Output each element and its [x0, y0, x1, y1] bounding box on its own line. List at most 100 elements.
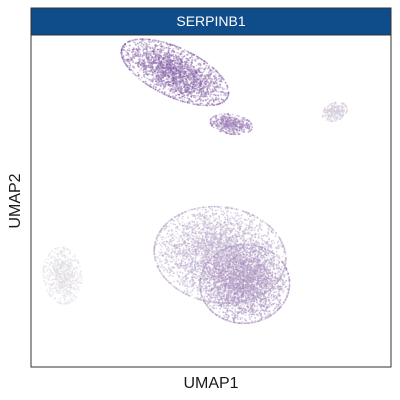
data-point [225, 120, 228, 123]
data-point [337, 104, 340, 107]
data-point [132, 41, 135, 44]
data-point [173, 56, 176, 58]
data-point [211, 103, 213, 106]
data-point [141, 45, 144, 48]
data-point [330, 120, 333, 123]
data-point [142, 51, 145, 54]
data-point [194, 281, 197, 284]
data-point [154, 88, 157, 91]
data-point [228, 116, 231, 119]
data-point [239, 125, 241, 128]
data-point [161, 80, 164, 83]
data-point [335, 118, 338, 120]
data-point [206, 88, 209, 91]
data-point [191, 274, 194, 277]
data-point [156, 262, 159, 265]
data-point [188, 52, 191, 55]
data-point [150, 62, 153, 64]
data-point [166, 232, 169, 235]
data-point [132, 72, 135, 75]
data-point [257, 237, 260, 240]
data-point [158, 59, 161, 61]
data-point [218, 215, 221, 218]
data-point [327, 116, 329, 119]
data-point [144, 70, 147, 73]
data-point [164, 61, 167, 64]
data-point [138, 51, 140, 54]
data-point [212, 121, 215, 124]
data-point [210, 78, 213, 80]
data-point [214, 114, 217, 117]
data-point [215, 89, 217, 92]
data-point [159, 73, 162, 76]
data-point [151, 70, 153, 73]
data-point [193, 236, 196, 239]
data-point [268, 228, 270, 231]
data-point [334, 118, 336, 121]
data-point [188, 62, 190, 64]
data-point [192, 103, 195, 105]
data-point [211, 120, 214, 122]
data-point [220, 94, 222, 96]
data-point [170, 79, 173, 82]
data-point [184, 65, 186, 68]
data-point [172, 72, 174, 75]
data-point [159, 76, 162, 78]
data-point [222, 122, 225, 125]
data-point [224, 94, 227, 97]
data-point [215, 119, 218, 122]
data-point [142, 71, 145, 74]
data-point [193, 221, 196, 223]
data-point [209, 88, 212, 91]
data-point [197, 92, 200, 94]
data-point [157, 68, 160, 71]
data-point [219, 83, 222, 86]
data-point [186, 285, 189, 288]
data-point [186, 277, 189, 280]
data-point [193, 96, 196, 99]
data-point [124, 62, 126, 64]
data-point [139, 41, 141, 44]
data-point [175, 94, 178, 97]
data-point [176, 64, 179, 66]
data-point [209, 69, 212, 72]
data-point [342, 111, 345, 114]
data-point [196, 88, 199, 91]
data-point [181, 55, 183, 58]
data-point [250, 128, 253, 131]
data-point [226, 129, 229, 132]
data-point [137, 74, 140, 77]
data-point [207, 98, 209, 101]
data-point [145, 48, 148, 51]
data-point [219, 102, 221, 105]
data-point [150, 73, 153, 76]
data-point [170, 257, 172, 260]
data-point [248, 240, 251, 243]
data-point [212, 71, 214, 74]
data-point [209, 76, 212, 79]
data-point [180, 81, 183, 84]
data-point [164, 57, 167, 59]
data-point [136, 74, 139, 77]
data-point [183, 234, 186, 237]
data-point [191, 81, 193, 84]
data-point [183, 99, 186, 101]
data-point [179, 84, 181, 86]
data-point [188, 102, 191, 105]
data-point [270, 240, 273, 243]
data-point [209, 119, 212, 121]
data-point [158, 242, 161, 245]
data-point [338, 112, 341, 115]
data-point [154, 53, 157, 56]
data-point [211, 69, 214, 72]
data-point [194, 73, 196, 76]
data-point [172, 97, 174, 99]
data-point [190, 64, 192, 67]
data-point [151, 65, 154, 68]
data-point [164, 86, 167, 89]
data-point [275, 232, 278, 235]
data-point [186, 251, 188, 254]
data-point [153, 84, 156, 86]
data-point [217, 103, 219, 106]
data-point [186, 94, 189, 97]
